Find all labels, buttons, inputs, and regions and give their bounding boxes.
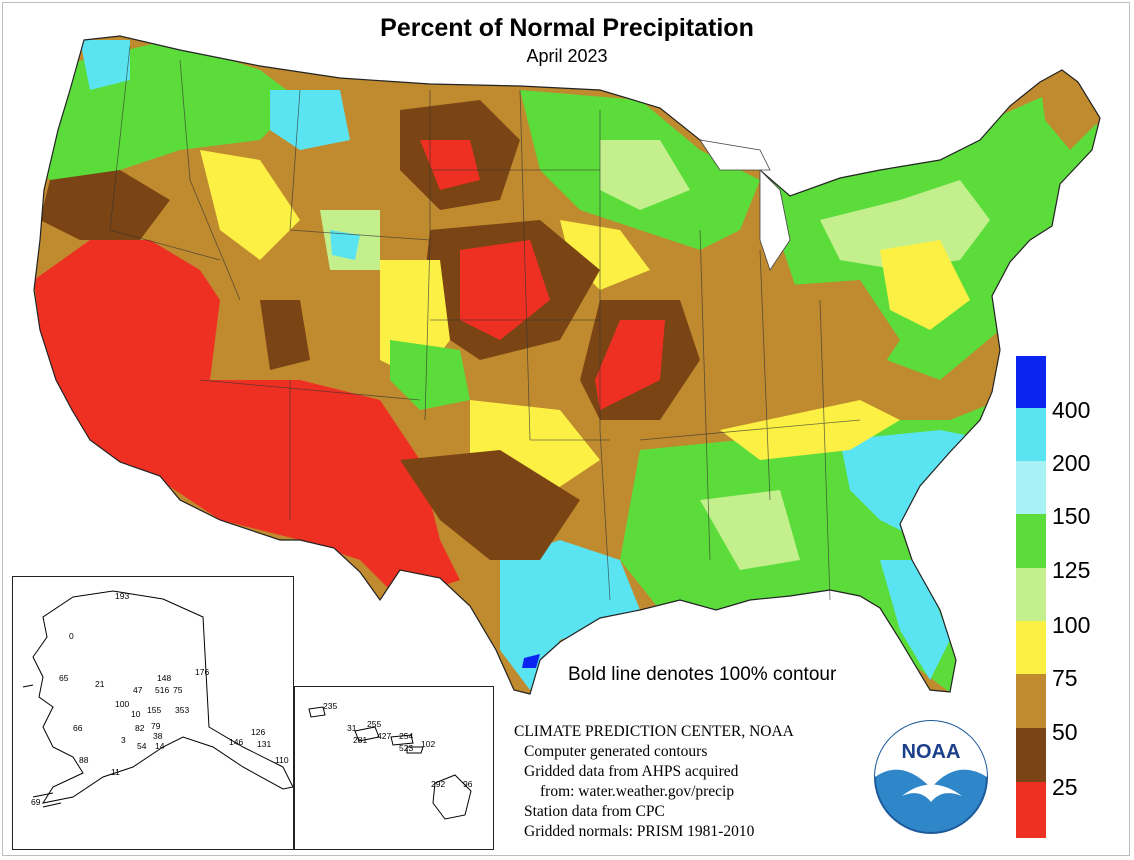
map-title: Percent of Normal Precipitation [380,14,754,42]
legend-swatch-125-150 [1016,514,1046,568]
station-value: 353 [175,705,190,715]
noaa-logo-text: NOAA [902,741,961,763]
station-value: 235 [323,701,338,711]
station-value: 65 [59,673,69,683]
legend-label: 400 [1052,397,1091,423]
map-subtitle: April 2023 [526,46,608,66]
legend-swatch-150-200 [1016,461,1046,514]
station-value: 54 [137,741,147,751]
legend-swatch-50-75 [1016,674,1046,728]
alaska-outline [22,590,294,808]
station-value: 47 [133,685,143,695]
contour-note: Bold line denotes 100% contour [568,664,837,685]
legend-swatch-200-400 [1016,408,1046,461]
legend-swatch-400plus [1016,356,1046,408]
credit-line: Computer generated contours [524,743,708,760]
station-value: 31 [347,723,357,733]
legend-label: 150 [1052,503,1091,529]
hawaii-outline [308,706,472,820]
noaa-logo: NOAA [874,720,988,834]
station-value: 102 [421,739,436,749]
station-value: 131 [257,739,272,749]
credit-line: Gridded normals: PRISM 1981-2010 [524,823,755,840]
station-value: 3 [121,735,126,745]
station-value: 82 [135,723,145,733]
station-value: 281 [353,735,368,745]
station-value: 11 [111,767,120,777]
station-value: 75 [173,685,183,695]
legend-swatch-75-100 [1016,621,1046,674]
credits-block: CLIMATE PREDICTION CENTER, NOAA Computer… [514,722,794,842]
station-value: 292 [431,779,446,789]
legend-label: 100 [1052,612,1091,638]
station-value: 427 [377,731,392,741]
credit-line: Station data from CPC [524,803,665,820]
station-value: 96 [463,779,473,789]
legend-label: 200 [1052,450,1091,476]
station-value: 516 [155,685,170,695]
station-value: 38 [153,731,163,741]
station-value: 79 [151,721,161,731]
station-value: 0 [69,631,74,641]
station-value: 126 [251,727,266,737]
station-value: 523 [399,743,414,753]
station-value: 69 [31,797,41,807]
station-value: 100 [115,699,130,709]
station-value: 88 [79,755,89,765]
station-value: 10 [131,709,141,719]
credit-line: CLIMATE PREDICTION CENTER, NOAA [514,723,794,740]
legend-label: 75 [1052,665,1078,691]
station-value: 148 [157,673,172,683]
hawaii-inset: 235 31 255 281 427 254 523 102 292 96 [294,686,494,850]
station-value: 66 [73,723,83,733]
station-value: 155 [147,705,162,715]
station-value: 110 [275,755,289,765]
station-value: 146 [229,737,244,747]
station-value: 14 [155,741,165,751]
legend-label: 25 [1052,774,1078,800]
credit-line: from: water.weather.gov/precip [540,783,735,800]
alaska-inset: 193 0 65 21 47 148 516 75 176 100 10 155… [12,576,294,850]
station-value: 255 [367,719,382,729]
legend-swatch-25-50 [1016,728,1046,782]
legend-swatch-100-125 [1016,568,1046,621]
station-value: 21 [95,679,105,689]
legend-label: 125 [1052,557,1091,583]
station-value: 176 [195,667,210,677]
legend-swatch-0-25 [1016,782,1046,838]
credit-line: Gridded data from AHPS acquired [524,763,739,780]
station-value: 254 [399,731,414,741]
station-value: 193 [115,591,130,601]
legend-label: 50 [1052,719,1078,745]
